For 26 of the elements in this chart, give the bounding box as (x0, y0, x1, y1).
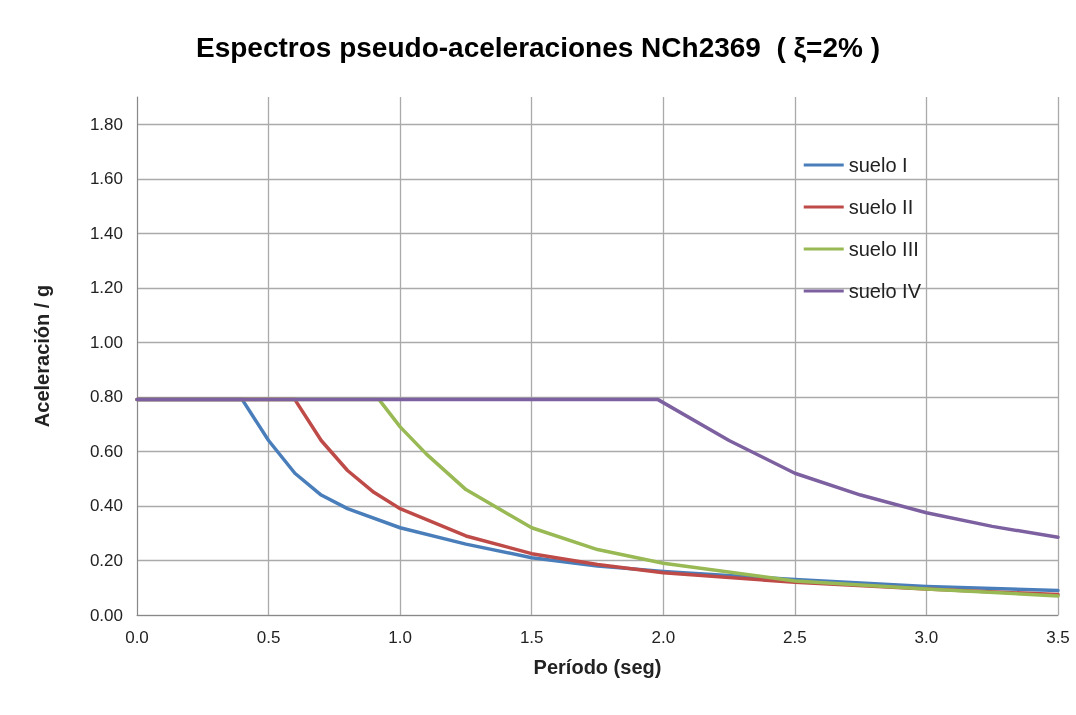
y-tick-label: 1.40 (89, 223, 123, 243)
x-tick-label: 3.5 (1046, 628, 1070, 647)
y-tick-label: 0.80 (89, 387, 123, 407)
x-tick-label: 1.0 (388, 628, 412, 647)
x-tick-label: 2.0 (651, 628, 676, 647)
y-tick-label: 0.20 (89, 550, 123, 570)
line-series (135, 397, 1060, 540)
legend-label: suelo I (848, 154, 908, 176)
y-tick-label: 1.20 (89, 278, 123, 298)
y-tick-label: 0.60 (89, 441, 123, 461)
y-axis-title: Aceleración / g (31, 284, 53, 428)
x-axis-title: Período (seg) (533, 656, 662, 678)
legend-label: suelo II (848, 196, 914, 218)
y-tick-label: 1.00 (89, 332, 123, 352)
x-tick-label: 1.5 (519, 628, 544, 647)
legend-label: suelo III (848, 238, 919, 260)
x-tick-label: 3.0 (914, 628, 939, 647)
x-tick-label: 0.0 (125, 628, 149, 647)
y-tick-label: 0.00 (89, 605, 123, 625)
y-tick-label: 0.40 (89, 496, 123, 516)
y-tick-label: 1.80 (89, 114, 123, 134)
x-tick-label: 0.5 (256, 628, 281, 647)
legend-label: suelo IV (848, 280, 922, 302)
chart-title: Espectros pseudo-aceleraciones NCh2369 ( ξ=2% ) (196, 31, 880, 63)
x-tick-label: 2.5 (783, 628, 807, 647)
y-tick-label: 1.60 (89, 169, 123, 189)
